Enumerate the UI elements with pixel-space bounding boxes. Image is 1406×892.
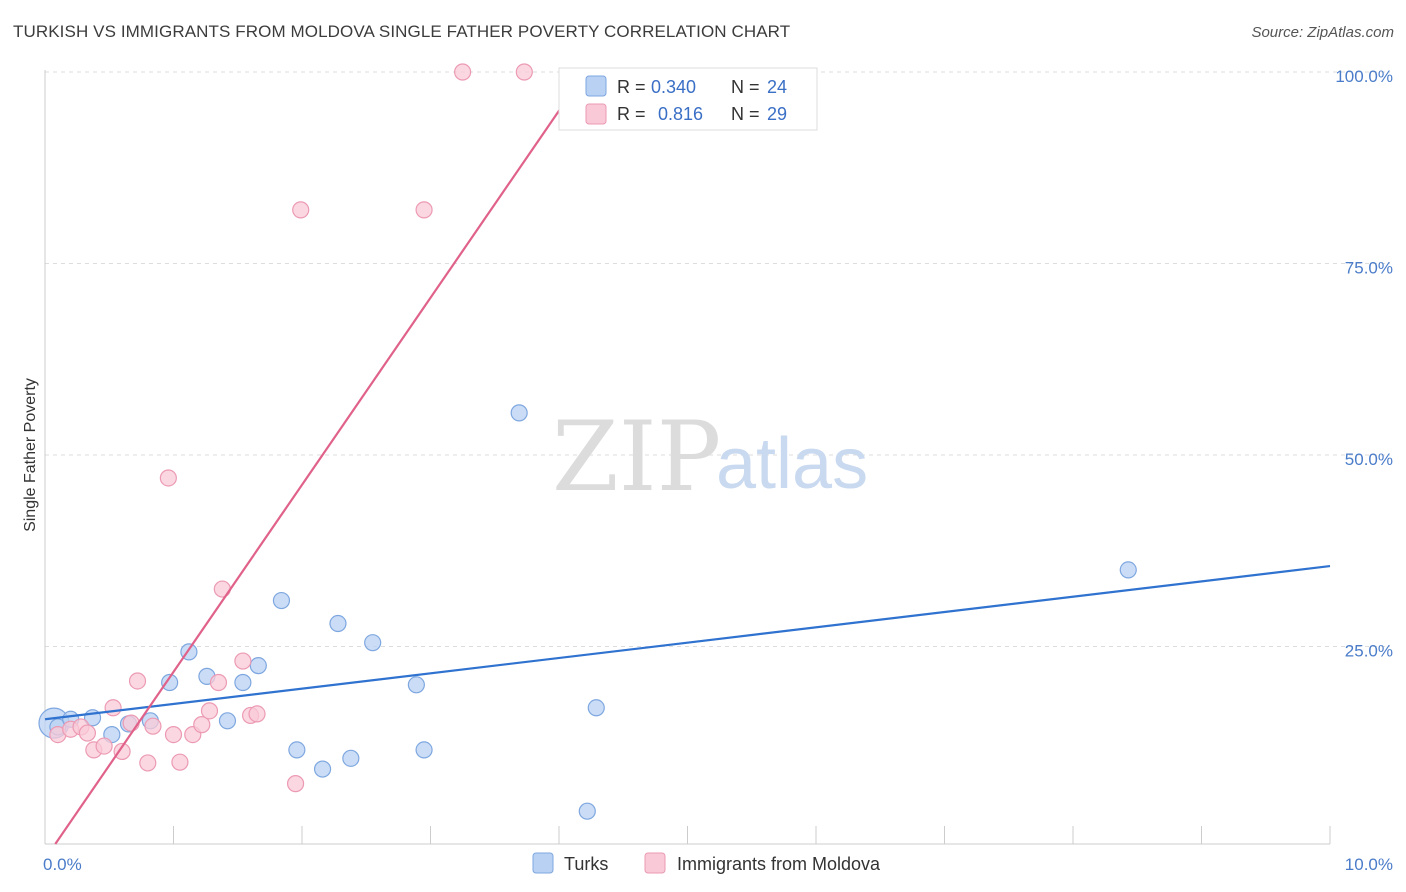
- legend-swatch-turks: [585, 75, 607, 97]
- legend-r-value-moldova: 0.816: [658, 104, 703, 124]
- y-tick-label-3: 100.0%: [1335, 67, 1393, 86]
- legend-n-value-moldova: 29: [767, 104, 787, 124]
- turks-point-14: [288, 741, 306, 759]
- moldova-point-10: [139, 754, 157, 772]
- trend-lines: [44, 91, 1331, 845]
- moldova-point-18: [209, 673, 228, 692]
- turks-point-13: [272, 591, 291, 610]
- grid-lines: [45, 71, 1390, 647]
- moldova-point-7: [113, 742, 131, 761]
- chart-title: TURKISH VS IMMIGRANTS FROM MOLDOVA SINGL…: [13, 22, 791, 41]
- turks-point-11: [234, 673, 252, 692]
- moldova-point-9: [128, 672, 147, 690]
- x-tick-labels: 0.0% 10.0%: [43, 855, 1393, 874]
- moldova-point-5: [95, 737, 113, 755]
- turks-point-21: [510, 404, 528, 422]
- trend-line-moldova: [54, 91, 573, 845]
- moldova-point-3: [78, 724, 97, 742]
- turks-point-17: [342, 749, 360, 767]
- moldova-point-11: [144, 717, 162, 735]
- series-legend: Turks Immigrants from Moldova: [532, 852, 881, 874]
- y-tick-label-0: 25.0%: [1345, 642, 1393, 661]
- turks-point-7: [161, 673, 179, 692]
- bottom-legend-label-turks: Turks: [564, 854, 608, 874]
- moldova-point-14: [171, 753, 189, 771]
- bottom-legend-label-moldova: Immigrants from Moldova: [677, 854, 881, 874]
- moldova-point-22: [248, 705, 266, 723]
- turks-point-12: [249, 657, 267, 675]
- moldova-point-27: [515, 63, 533, 81]
- moldova-point-6: [104, 699, 122, 717]
- bottom-legend-swatch-turks: [532, 852, 554, 874]
- turks-point-15: [313, 760, 332, 778]
- turks-point-10: [218, 712, 237, 730]
- legend-r-label-turks: R =: [617, 77, 646, 97]
- trend-line-turks: [44, 564, 1331, 721]
- y-tick-labels: 25.0% 50.0% 75.0% 100.0%: [1335, 67, 1393, 661]
- moldova-point-24: [292, 201, 310, 219]
- moldova-point-23: [286, 775, 305, 793]
- moldova-point-26: [454, 63, 472, 81]
- moldova-point-13: [164, 725, 183, 744]
- watermark-atlas: atlas: [716, 424, 868, 504]
- turks-point-18: [364, 634, 382, 652]
- source-credit: Source: ZipAtlas.com: [1251, 24, 1394, 41]
- legend-r-label-moldova: R =: [617, 104, 646, 124]
- turks-point-22: [578, 802, 596, 820]
- y-tick-label-1: 50.0%: [1345, 450, 1393, 469]
- legend-n-value-turks: 24: [767, 77, 787, 97]
- moldova-point-12: [159, 469, 177, 487]
- bottom-legend-swatch-moldova: [644, 852, 666, 874]
- moldova-point-20: [234, 652, 252, 670]
- y-tick-label-2: 75.0%: [1345, 259, 1393, 278]
- y-axis-label: Single Father Poverty: [22, 378, 39, 532]
- turks-point-16: [329, 614, 347, 633]
- x-tick-label-1: 10.0%: [1345, 855, 1393, 874]
- moldova-point-16: [193, 716, 211, 734]
- turks-point-20: [415, 741, 433, 759]
- turks-point-23: [587, 699, 605, 717]
- legend-n-label-turks: N =: [731, 77, 760, 97]
- turks-point-24: [1119, 561, 1137, 579]
- x-tick-label-0: 0.0%: [43, 855, 82, 874]
- moldova-point-17: [200, 702, 219, 720]
- series-moldova-points: [49, 63, 533, 793]
- stats-legend: R = 0.340 N = 24 R = 0.816 N = 29: [558, 67, 818, 131]
- watermark-zip: ZIP: [552, 401, 721, 513]
- turks-point-19: [407, 676, 425, 694]
- moldova-point-8: [122, 714, 140, 732]
- moldova-point-19: [213, 580, 231, 598]
- legend-r-value-turks: 0.340: [651, 77, 696, 97]
- legend-swatch-moldova: [585, 103, 607, 125]
- moldova-point-25: [415, 201, 433, 219]
- legend-n-label-moldova: N =: [731, 104, 760, 124]
